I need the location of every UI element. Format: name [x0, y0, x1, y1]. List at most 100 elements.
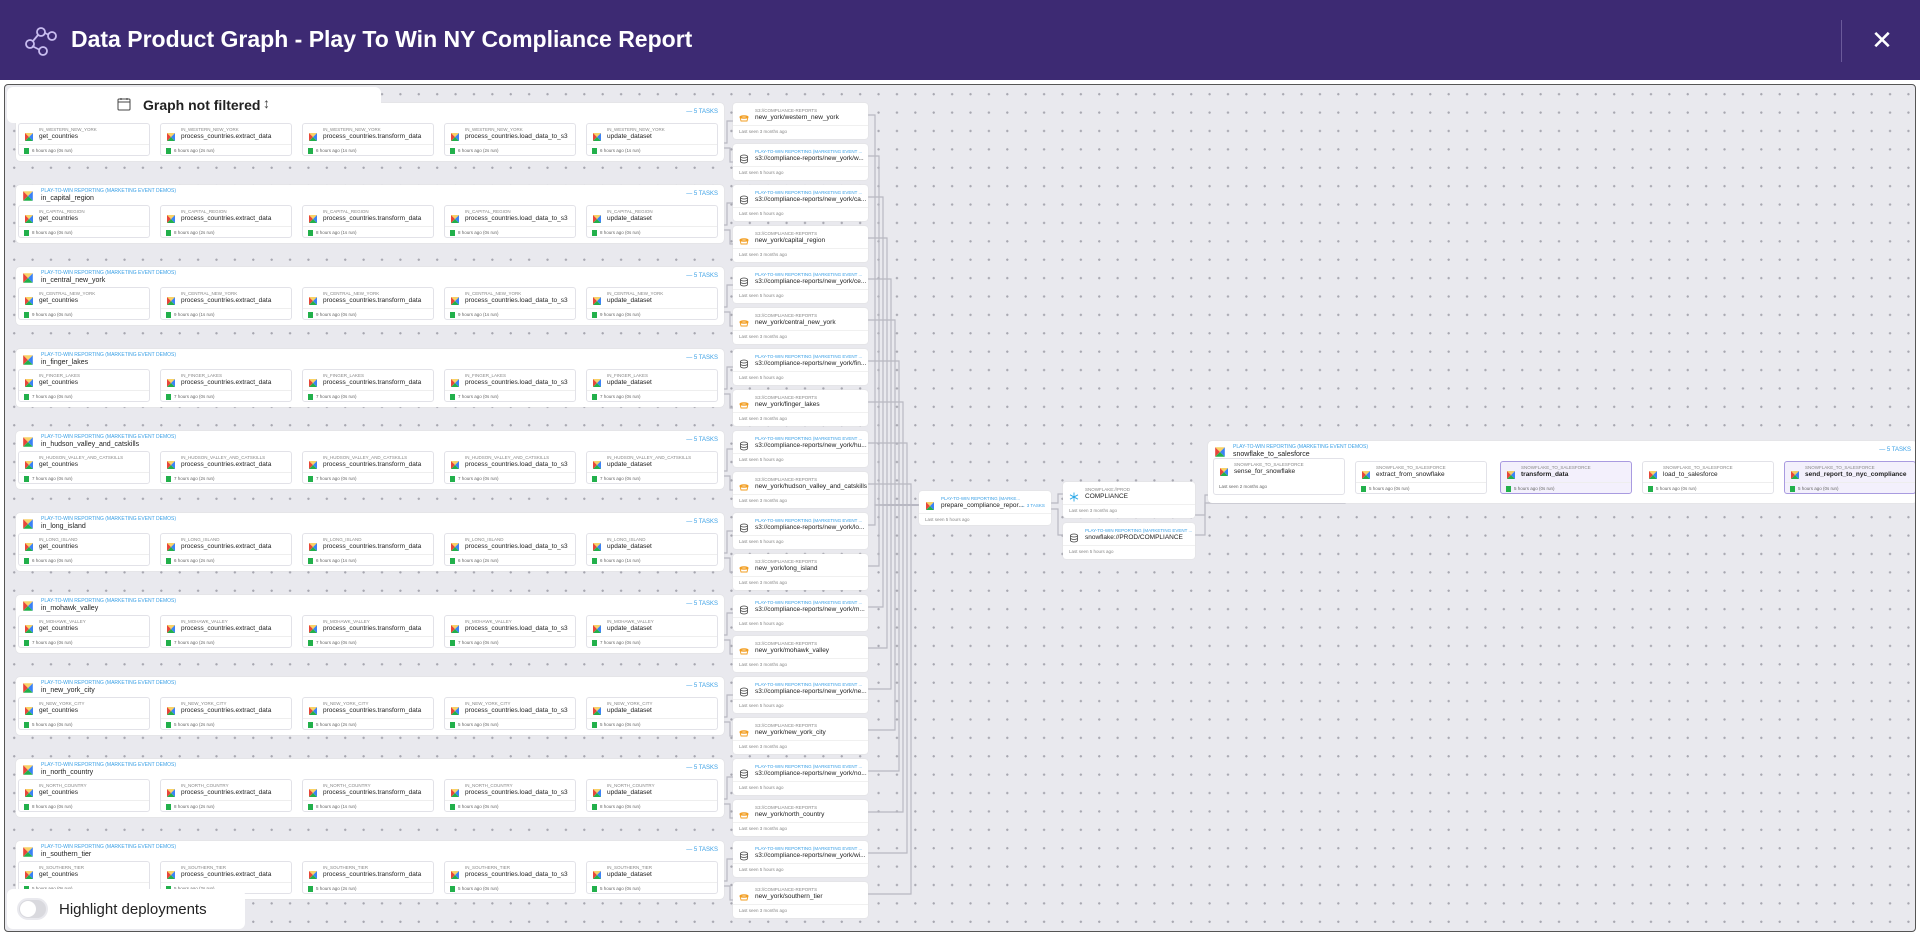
dataset-card[interactable]: S3://COMPLIANCE-REPORTS new_york/capital_… — [733, 226, 868, 262]
task-card[interactable]: IN_MOHAWK_VALLEY process_countries.load_d… — [444, 615, 576, 648]
task-card[interactable]: IN_NEW_YORK_CITY process_countries.transf… — [302, 697, 434, 730]
prepare-pipeline-card[interactable]: PLAY-TO-WIN REPORTING (MARKE... prepare_c… — [919, 491, 1051, 525]
task-card[interactable]: IN_CAPITAL_REGION update_dataset 8 hours a… — [586, 205, 718, 238]
pipeline-group[interactable]: PLAY-TO-WIN REPORTING (MARKETING EVENT D… — [16, 431, 724, 489]
dataset-card[interactable]: S3://COMPLIANCE-REPORTS new_york/western_… — [733, 103, 868, 139]
dataset-card[interactable]: PLAY-TO-WIN REPORTING (MARKETING EVENT .… — [733, 349, 868, 385]
dataset-card[interactable]: PLAY-TO-WIN REPORTING (MARKETING EVENT .… — [733, 841, 868, 877]
task-card[interactable]: IN_CAPITAL_REGION process_countries.extra… — [160, 205, 292, 238]
task-card[interactable]: IN_CAPITAL_REGION get_countries 8 hours ag… — [18, 205, 150, 238]
task-card[interactable]: IN_CENTRAL_NEW_YORK process_countries.tra… — [302, 287, 434, 320]
dataset-card[interactable]: PLAY-TO-WIN REPORTING (MARKETING EVENT .… — [733, 144, 868, 180]
task-card[interactable]: IN_SOUTHERN_TIER update_dataset 5 hours ag… — [586, 861, 718, 894]
task-card[interactable]: IN_NORTH_COUNTRY process_countries.transf… — [302, 779, 434, 812]
collapse-tasks-button[interactable]: — 5 TASKS — [686, 683, 718, 689]
collapse-tasks-button[interactable]: — 5 TASKS — [686, 273, 718, 279]
dataset-card[interactable]: PLAY-TO-WIN REPORTING (MARKETING EVENT .… — [733, 185, 868, 221]
dataset-card[interactable]: PLAY-TO-WIN REPORTING (MARKETING EVENT .… — [733, 267, 868, 303]
task-card[interactable]: IN_NORTH_COUNTRY process_countries.extrac… — [160, 779, 292, 812]
collapse-tasks-button[interactable]: — 5 TASKS — [686, 765, 718, 771]
collapse-tasks-button[interactable]: — 5 TASKS — [686, 601, 718, 607]
collapse-tasks-button[interactable]: — 5 TASKS — [686, 437, 718, 443]
task-card[interactable]: SNOWFLAKE_TO_SALESFORCE transform_data 5 h… — [1500, 461, 1632, 494]
dataset-card[interactable]: S3://COMPLIANCE-REPORTS new_york/central_… — [733, 308, 868, 344]
dataset-card[interactable]: S3://COMPLIANCE-REPORTS new_york/southern… — [733, 882, 868, 918]
task-card[interactable]: IN_FINGER_LAKES process_countries.transfo… — [302, 369, 434, 402]
task-card[interactable]: IN_LONG_ISLAND process_countries.transfor… — [302, 533, 434, 566]
dataset-card[interactable]: PLAY-TO-WIN REPORTING (MARKETING EVENT .… — [733, 677, 868, 713]
task-card[interactable]: IN_FINGER_LAKES process_countries.extract… — [160, 369, 292, 402]
task-card[interactable]: IN_CENTRAL_NEW_YORK get_countries 9 hours … — [18, 287, 150, 320]
task-card[interactable]: IN_NEW_YORK_CITY get_countries 5 hours ago… — [18, 697, 150, 730]
task-card[interactable]: SNOWFLAKE_TO_SALESFORCE sense_for_snowfla… — [1213, 458, 1345, 495]
task-card[interactable]: IN_CAPITAL_REGION process_countries.load_… — [444, 205, 576, 238]
pipeline-group[interactable]: PLAY-TO-WIN REPORTING (MARKETING EVENT D… — [1208, 441, 1915, 503]
task-card[interactable]: IN_HUDSON_VALLEY_AND_CATSKILLS get_countr… — [18, 451, 150, 484]
collapse-tasks-button[interactable]: — 5 TASKS — [686, 109, 718, 115]
task-card[interactable]: IN_SOUTHERN_TIER process_countries.transf… — [302, 861, 434, 894]
task-card[interactable]: SNOWFLAKE_TO_SALESFORCE load_to_salesforc… — [1642, 461, 1774, 494]
dataset-card[interactable]: PLAY-TO-WIN REPORTING (MARKETING EVENT .… — [733, 595, 868, 631]
task-card[interactable]: IN_MOHAWK_VALLEY update_dataset 7 hours ag… — [586, 615, 718, 648]
task-card[interactable]: IN_CENTRAL_NEW_YORK update_dataset 9 hours… — [586, 287, 718, 320]
task-card[interactable]: IN_MOHAWK_VALLEY process_countries.transf… — [302, 615, 434, 648]
up-down-arrows-icon[interactable]: ↕ — [263, 95, 270, 111]
close-icon[interactable]: ✕ — [1871, 25, 1893, 55]
dataset-card[interactable]: PLAY-TO-WIN REPORTING (MARKETING EVENT .… — [1063, 523, 1195, 559]
collapse-tasks-button[interactable]: — 5 TASKS — [1879, 447, 1911, 453]
pipeline-group[interactable]: PLAY-TO-WIN REPORTING (MARKETING EVENT D… — [16, 267, 724, 325]
pipeline-group[interactable]: PLAY-TO-WIN REPORTING (MARKETING EVENT D… — [16, 513, 724, 571]
dataset-card[interactable]: S3://COMPLIANCE-REPORTS new_york/finger_l… — [733, 390, 868, 426]
pipeline-group[interactable]: PLAY-TO-WIN REPORTING (MARKETING EVENT D… — [16, 595, 724, 653]
dataset-card[interactable]: SNOWFLAKE://PROD COMPLIANCE Last seen 3 mo… — [1063, 482, 1195, 518]
task-card[interactable]: IN_FINGER_LAKES update_dataset 7 hours ago… — [586, 369, 718, 402]
pipeline-group[interactable]: PLAY-TO-WIN REPORTING (MARKETING EVENT D… — [16, 677, 724, 735]
task-card[interactable]: IN_HUDSON_VALLEY_AND_CATSKILLS process_co… — [302, 451, 434, 484]
task-card[interactable]: SNOWFLAKE_TO_SALESFORCE extract_from_snow… — [1355, 461, 1487, 494]
task-card[interactable]: IN_NEW_YORK_CITY process_countries.load_d… — [444, 697, 576, 730]
task-card[interactable]: IN_WESTERN_NEW_YORK process_countries.ext… — [160, 123, 292, 156]
pipeline-group[interactable]: PLAY-TO-WIN REPORTING (MARKETING EVENT D… — [16, 349, 724, 407]
task-card[interactable]: IN_WESTERN_NEW_YORK process_countries.tra… — [302, 123, 434, 156]
task-card[interactable]: IN_LONG_ISLAND process_countries.extract_… — [160, 533, 292, 566]
task-card[interactable]: IN_LONG_ISLAND process_countries.load_dat… — [444, 533, 576, 566]
dataset-card[interactable]: PLAY-TO-WIN REPORTING (MARKETING EVENT .… — [733, 513, 868, 549]
dataset-card[interactable]: S3://COMPLIANCE-REPORTS new_york/new_york… — [733, 718, 868, 754]
task-card[interactable]: IN_NORTH_COUNTRY get_countries 8 hours ago… — [18, 779, 150, 812]
task-card[interactable]: IN_FINGER_LAKES get_countries 7 hours ago … — [18, 369, 150, 402]
pipeline-group[interactable]: PLAY-TO-WIN REPORTING (MARKETING EVENT D… — [16, 759, 724, 817]
dataset-card[interactable]: S3://COMPLIANCE-REPORTS new_york/mohawk_v… — [733, 636, 868, 672]
task-card[interactable]: IN_HUDSON_VALLEY_AND_CATSKILLS update_dat… — [586, 451, 718, 484]
task-card[interactable]: IN_CENTRAL_NEW_YORK process_countries.loa… — [444, 287, 576, 320]
task-card[interactable]: IN_FINGER_LAKES process_countries.load_da… — [444, 369, 576, 402]
task-card[interactable]: IN_WESTERN_NEW_YORK update_dataset 6 hours… — [586, 123, 718, 156]
graph-canvas[interactable]: PLAY-TO-WIN REPORTING (MARKETING EVENT D… — [4, 84, 1916, 932]
pipeline-group[interactable]: PLAY-TO-WIN REPORTING (MARKETING EVENT D… — [16, 841, 724, 899]
task-card[interactable]: IN_CENTRAL_NEW_YORK process_countries.ext… — [160, 287, 292, 320]
collapse-tasks-button[interactable]: — 5 TASKS — [686, 847, 718, 853]
task-card[interactable]: IN_NEW_YORK_CITY update_dataset 5 hours ag… — [586, 697, 718, 730]
task-card[interactable]: IN_LONG_ISLAND get_countries 6 hours ago (… — [18, 533, 150, 566]
collapse-tasks-button[interactable]: — 5 TASKS — [686, 355, 718, 361]
dataset-card[interactable]: S3://COMPLIANCE-REPORTS new_york/north_co… — [733, 800, 868, 836]
task-card[interactable]: IN_MOHAWK_VALLEY get_countries 7 hours ago… — [18, 615, 150, 648]
dataset-card[interactable]: S3://COMPLIANCE-REPORTS new_york/hudson_v… — [733, 472, 868, 508]
task-card[interactable]: IN_HUDSON_VALLEY_AND_CATSKILLS process_co… — [160, 451, 292, 484]
dataset-card[interactable]: S3://COMPLIANCE-REPORTS new_york/long_isl… — [733, 554, 868, 590]
task-card[interactable]: IN_WESTERN_NEW_YORK get_countries 6 hours … — [18, 123, 150, 156]
collapse-tasks-button[interactable]: — 5 TASKS — [686, 519, 718, 525]
task-card[interactable]: IN_NORTH_COUNTRY process_countries.load_d… — [444, 779, 576, 812]
task-card[interactable]: IN_SOUTHERN_TIER process_countries.load_d… — [444, 861, 576, 894]
task-card[interactable]: SNOWFLAKE_TO_SALESFORCE send_report_to_ny… — [1784, 461, 1915, 494]
task-card[interactable]: IN_LONG_ISLAND update_dataset 6 hours ago … — [586, 533, 718, 566]
dataset-card[interactable]: PLAY-TO-WIN REPORTING (MARKETING EVENT .… — [733, 431, 868, 467]
task-card[interactable]: IN_NORTH_COUNTRY update_dataset 8 hours ag… — [586, 779, 718, 812]
pipeline-group[interactable]: PLAY-TO-WIN REPORTING (MARKETING EVENT D… — [16, 185, 724, 243]
graph-filter[interactable]: Graph not filtered ↕ — [7, 87, 381, 123]
collapse-tasks-button[interactable]: — 5 TASKS — [686, 191, 718, 197]
task-card[interactable]: IN_NEW_YORK_CITY process_countries.extrac… — [160, 697, 292, 730]
highlight-deployments-toggle[interactable] — [17, 898, 48, 920]
task-card[interactable]: IN_CAPITAL_REGION process_countries.trans… — [302, 205, 434, 238]
dataset-card[interactable]: PLAY-TO-WIN REPORTING (MARKETING EVENT .… — [733, 759, 868, 795]
